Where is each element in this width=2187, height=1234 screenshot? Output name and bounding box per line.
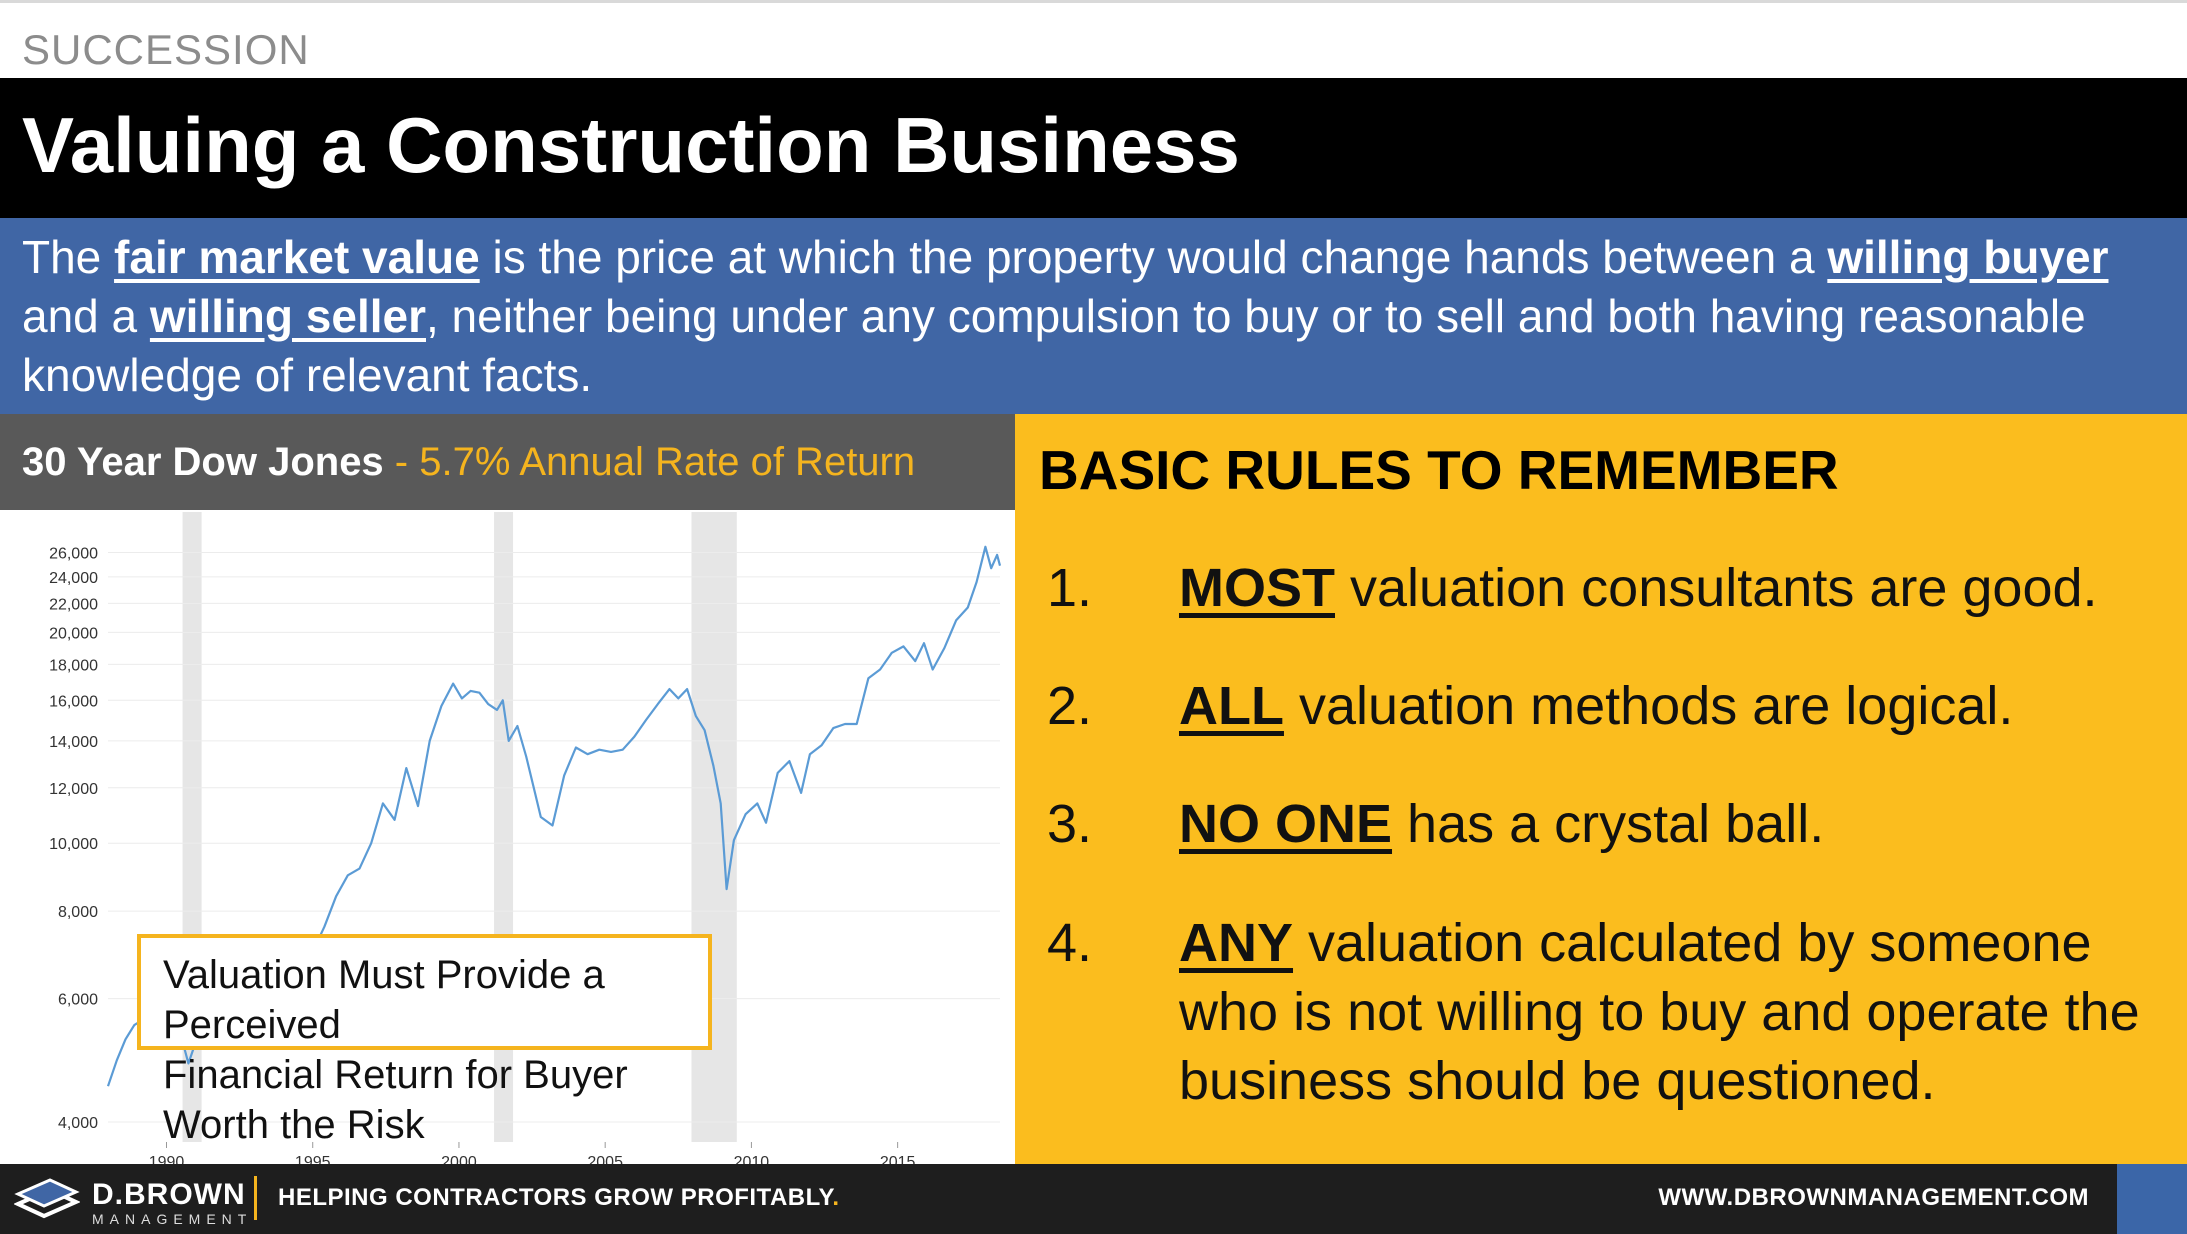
callout-line-2: Financial Return for Buyer Worth the Ris… [163,1053,628,1147]
rule-number: 2. [1047,676,1093,736]
y-tick-label: 24,000 [49,570,98,587]
definition-band: The fair market value is the price at wh… [0,218,2187,414]
rule-item-1: 1. MOST valuation consultants are good. [1047,554,2167,624]
y-tick-label: 26,000 [49,546,98,563]
tagline-dot: . [832,1184,840,1211]
rule-number: 3. [1047,794,1093,854]
definition-text: The fair market value is the price at wh… [22,228,2152,405]
valuation-callout: Valuation Must Provide a Perceived Finan… [137,934,712,1147]
definition-part: The [22,231,115,283]
footer-accent-block [2117,1164,2187,1234]
section-label: SUCCESSION [22,26,310,73]
dow-jones-chart: 4,000 6,000 8,000 10,000 12,000 14,000 16,000 1… [0,510,1015,1164]
footer: D.BROWN MANAGEMENT HELPING CONTRACTORS G… [0,1164,2187,1234]
footer-divider [254,1176,257,1220]
rule-emphasis: NO ONE [1179,794,1393,854]
y-tick-label: 10,000 [49,836,98,853]
rule-item-4: 4. ANY valuation calculated by someone w… [1047,909,2167,1119]
definition-part: is the price at which the property would… [479,231,1828,283]
top-rule [0,0,2187,3]
rule-emphasis: ALL [1179,676,1284,736]
y-tick-label: 6,000 [58,992,98,1009]
rule-number: 4. [1047,913,1093,973]
y-tick-label: 12,000 [49,781,98,798]
logo-icon [14,1178,80,1219]
rule-number: 1. [1047,558,1093,618]
rules-panel: BASIC RULES TO REMEMBER 1. MOST valuatio… [1015,414,2187,1164]
x-tick-label: 1995 [295,1154,331,1164]
x-tick-label: 1990 [149,1154,185,1164]
term-fair-market-value: fair market value [114,231,480,283]
x-tick-label: 2005 [587,1154,623,1164]
y-tick-label: 14,000 [49,734,98,751]
y-tick-label: 8,000 [58,904,98,921]
y-tick-label: 22,000 [49,596,98,613]
y-tick-label: 20,000 [49,625,98,642]
rule-text: MOST valuation consultants are good. [1179,554,2179,623]
x-axis-ticks: 1990 1995 2000 2005 2010 2015 [149,1142,916,1164]
chart-header-title: 30 Year Dow Jones - 5.7% Annual Rate of … [22,440,915,485]
y-axis-ticks: 4,000 6,000 8,000 10,000 12,000 14,000 16,000 1… [49,546,98,1132]
y-tick-label: 4,000 [58,1115,98,1132]
rule-text: ANY valuation calculated by someone who … [1179,909,2179,1116]
x-tick-label: 2015 [880,1154,916,1164]
rule-body: valuation calculated by someone who is n… [1179,913,2140,1111]
rule-body: has a crystal ball. [1392,794,1825,854]
rule-emphasis: MOST [1179,558,1335,618]
definition-part: , neither being under any compulsion to … [22,290,2086,401]
footer-tagline: HELPING CONTRACTORS GROW PROFITABLY. [278,1184,840,1212]
rule-item-2: 2. ALL valuation methods are logical. [1047,672,2167,742]
term-willing-buyer: willing buyer [1827,231,2109,283]
definition-part: and a [22,290,150,342]
logo-name: D.BROWN [92,1178,246,1211]
chart-header-main: 30 Year Dow Jones [22,440,384,484]
page-title: Valuing a Construction Business [22,101,1240,189]
chart-header: 30 Year Dow Jones - 5.7% Annual Rate of … [0,414,1015,510]
term-willing-seller: willing seller [149,290,426,342]
rule-body: valuation consultants are good. [1335,558,2098,618]
y-tick-label: 18,000 [49,657,98,674]
title-bar: Valuing a Construction Business [0,78,2187,218]
x-tick-label: 2000 [441,1154,477,1164]
rule-text: ALL valuation methods are logical. [1179,672,2179,741]
y-tick-label: 16,000 [49,693,98,710]
chart-header-rate: - 5.7% Annual Rate of Return [383,440,916,484]
rule-body: valuation methods are logical. [1283,676,2014,736]
x-tick-label: 2010 [734,1154,770,1164]
callout-line-1: Valuation Must Provide a Perceived [163,953,605,1047]
rules-title: BASIC RULES TO REMEMBER [1039,439,1839,501]
rule-emphasis: ANY [1179,913,1294,973]
rule-item-3: 3. NO ONE has a crystal ball. [1047,790,2167,860]
rule-text: NO ONE has a crystal ball. [1179,790,2179,859]
tagline-text: HELPING CONTRACTORS GROW PROFITABLY [278,1184,833,1211]
website-link[interactable]: WWW.DBROWNMANAGEMENT.COM [1658,1184,2089,1211]
logo-subtitle: MANAGEMENT [92,1211,253,1227]
